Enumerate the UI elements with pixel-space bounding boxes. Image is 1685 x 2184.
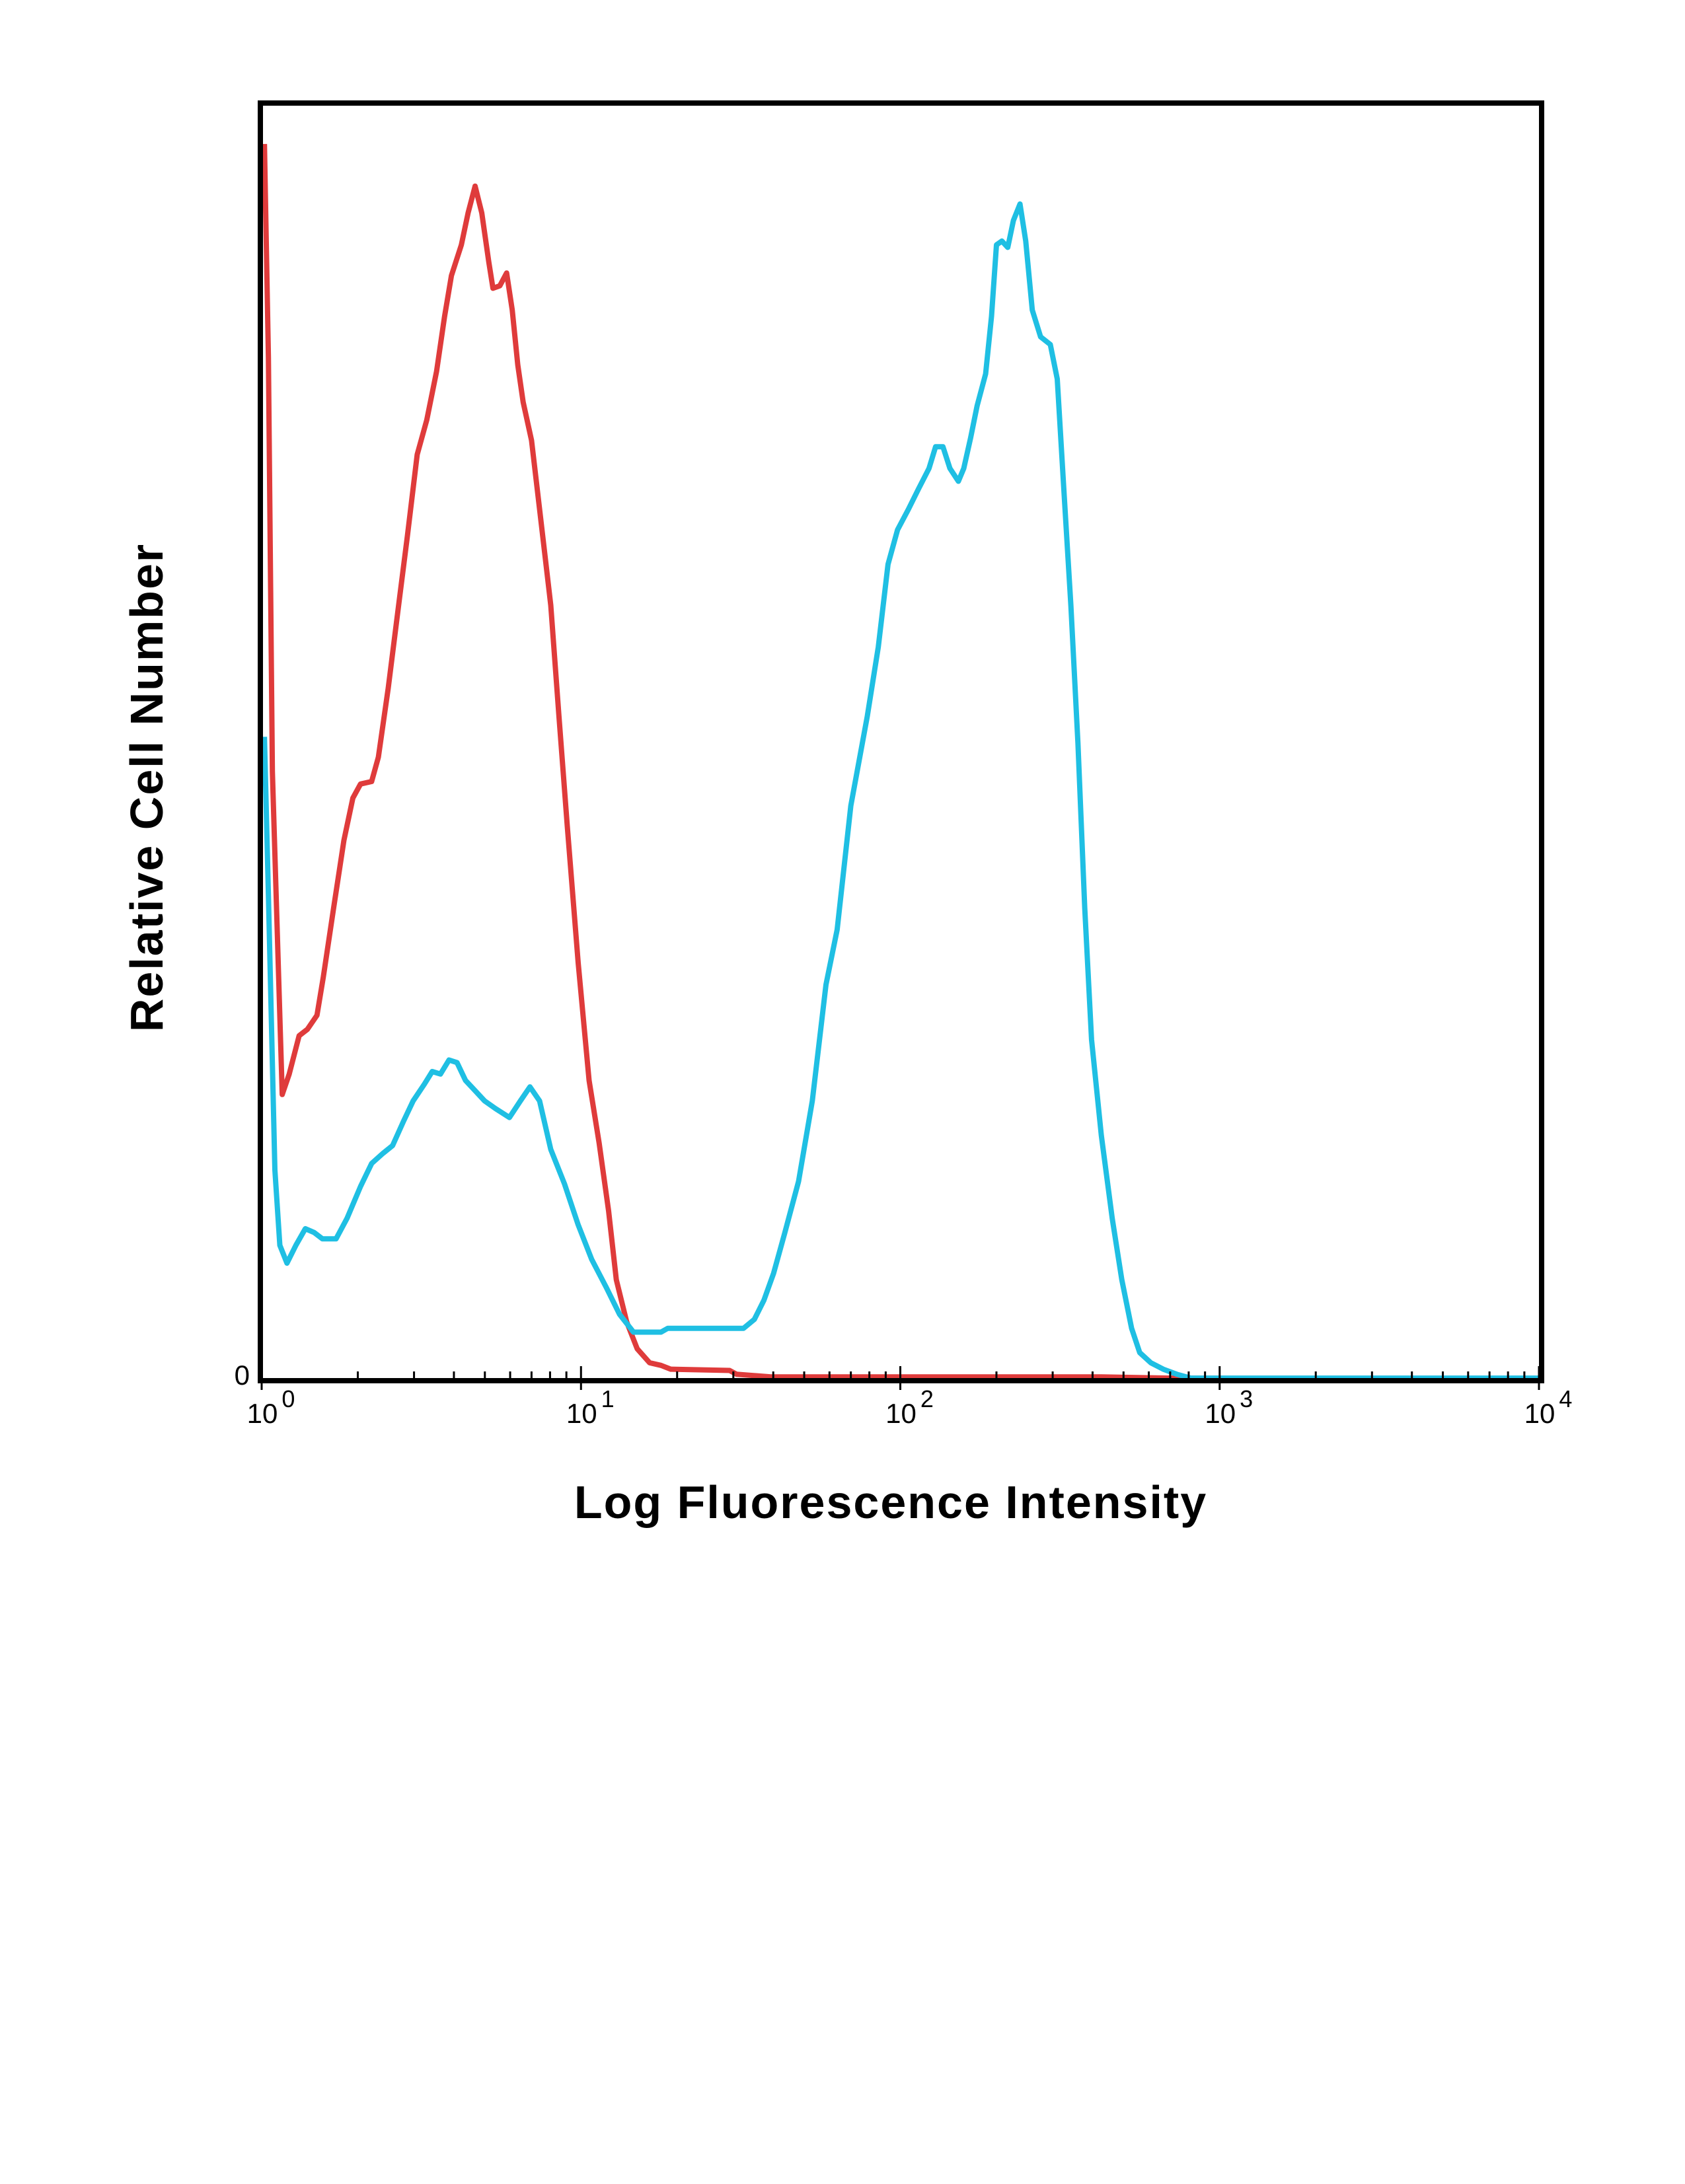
y-tick-label: 0 bbox=[235, 1360, 250, 1391]
x-tick-label: 10 3 bbox=[1205, 1385, 1253, 1429]
histogram-line bbox=[262, 143, 1540, 1383]
x-tick-label: 10 1 bbox=[566, 1385, 615, 1429]
x-tick-base: 10 bbox=[247, 1398, 278, 1429]
x-tick-exponent: 2 bbox=[920, 1385, 934, 1412]
x-axis-title: Log Fluorescence Intensity bbox=[574, 1476, 1207, 1528]
plot-frame bbox=[258, 100, 1544, 1383]
x-tick-base: 10 bbox=[1524, 1398, 1555, 1429]
y-axis-title: Relative Cell Number bbox=[121, 543, 172, 1032]
x-tick-exponent: 4 bbox=[1559, 1385, 1572, 1412]
x-tick-base: 10 bbox=[1205, 1398, 1236, 1429]
x-tick-exponent: 1 bbox=[601, 1385, 615, 1412]
x-tick-base: 10 bbox=[885, 1398, 917, 1429]
x-tick-label: 10 0 bbox=[247, 1385, 295, 1429]
x-tick-exponent: 3 bbox=[1240, 1385, 1253, 1412]
x-tick-base: 10 bbox=[566, 1398, 597, 1429]
x-tick-label: 10 2 bbox=[885, 1385, 934, 1429]
histogram-line bbox=[262, 201, 1539, 1381]
x-tick-exponent: 0 bbox=[281, 1385, 295, 1412]
x-tick-label: 10 4 bbox=[1524, 1385, 1573, 1429]
